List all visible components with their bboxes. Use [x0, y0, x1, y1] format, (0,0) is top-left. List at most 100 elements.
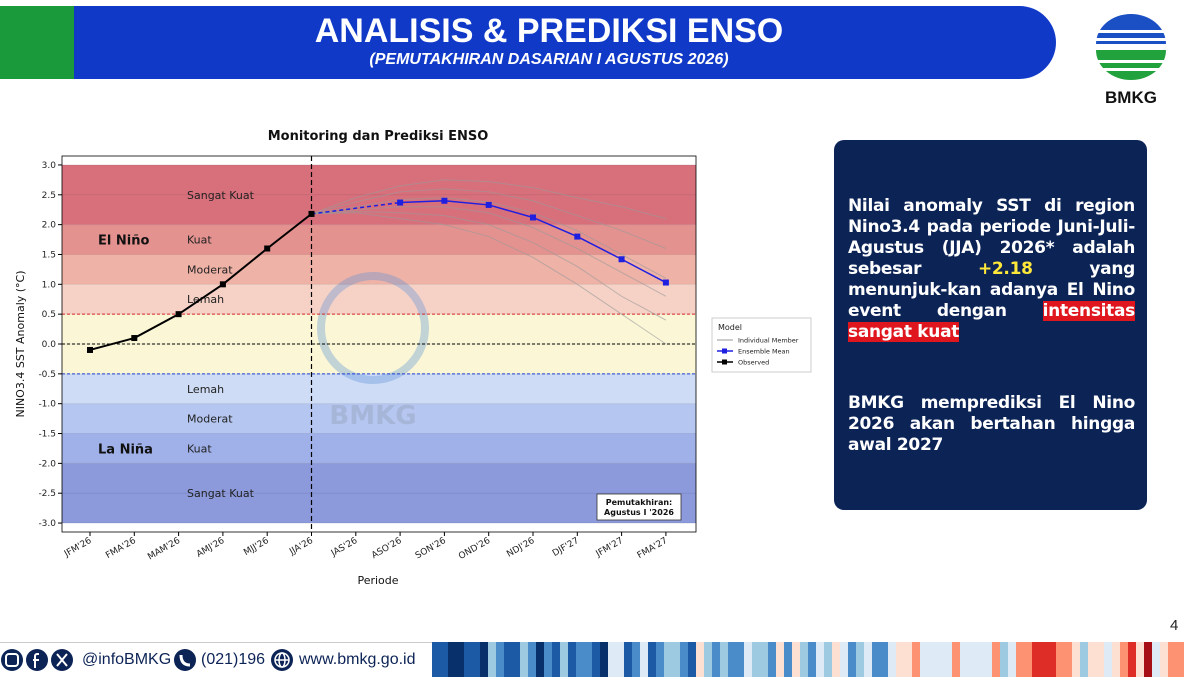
header-bar	[74, 6, 1056, 79]
stripe	[440, 642, 448, 677]
intensity-band	[62, 373, 696, 404]
stripe	[568, 642, 576, 677]
stripe	[696, 642, 704, 677]
stripe	[1144, 642, 1152, 677]
intensity-band	[62, 224, 696, 255]
stripe	[728, 642, 736, 677]
y-tick-label: 1.0	[42, 280, 57, 290]
stripe	[1088, 642, 1096, 677]
y-tick-label: -3.0	[38, 519, 56, 529]
series-line	[89, 213, 313, 351]
y-tick-label: 3.0	[42, 161, 57, 171]
series-marker	[131, 335, 138, 342]
stripe	[544, 642, 552, 677]
annotation-text: Pemutakhiran:	[606, 498, 673, 507]
stripe	[640, 642, 648, 677]
logo-mark	[1096, 14, 1166, 80]
stripe	[504, 642, 512, 677]
y-tick-label: 2.5	[42, 191, 56, 201]
warming-stripes	[432, 642, 1184, 677]
stripe	[664, 642, 672, 677]
legend-label: Ensemble Mean	[738, 348, 790, 356]
x-tick-label: JFM'26	[62, 536, 94, 560]
footer-website: www.bmkg.go.id	[299, 651, 416, 668]
stripe	[1176, 642, 1184, 677]
x-tick-label: DJF'27	[551, 536, 581, 559]
panel-text: BMKG memprediksi El Nino 2026 akan berta…	[848, 393, 1135, 455]
series-marker	[264, 245, 271, 252]
series-marker	[574, 233, 581, 240]
series-marker	[618, 256, 625, 263]
stripe	[792, 642, 800, 677]
panel-paragraph: Nilai anomaly SST di region Nino3.4 pada…	[848, 196, 1135, 343]
member-line	[311, 206, 667, 297]
chart: Sangat KuatKuatModeratLemahLemahModeratK…	[14, 129, 812, 587]
stripe	[592, 642, 600, 677]
stripe	[536, 642, 544, 677]
stripe	[856, 642, 864, 677]
x-tick-label: FMA'27	[636, 536, 670, 561]
stripe	[1000, 642, 1008, 677]
x-tick-label: NDJ'26	[505, 536, 536, 560]
stripe	[1048, 642, 1056, 677]
stripe	[872, 642, 880, 677]
x-tick-label: OND'26	[457, 536, 492, 562]
watermark: BMKG	[317, 272, 429, 431]
band-label: Sangat Kuat	[187, 189, 255, 202]
annotation-text: Agustus I '2026	[604, 508, 674, 517]
stripe	[1120, 642, 1128, 677]
legend-marker	[722, 359, 727, 365]
globe-icon	[271, 649, 293, 671]
stripe	[656, 642, 664, 677]
stripe	[744, 642, 752, 677]
x-tick-label: MAM'26	[146, 536, 182, 563]
stripe	[888, 642, 896, 677]
band-label: Moderat	[187, 263, 233, 276]
member-line	[311, 212, 667, 345]
stripe	[712, 642, 720, 677]
stripe	[904, 642, 912, 677]
member-line	[311, 211, 667, 321]
stripe	[944, 642, 952, 677]
watermark-logo	[317, 272, 429, 384]
intensity-band	[62, 254, 696, 285]
stripe	[472, 642, 480, 677]
stripe	[936, 642, 944, 677]
header-subtitle: (PEMUTAKHIRAN DASARIAN I AGUSTUS 2026)	[369, 51, 729, 68]
stripe	[688, 642, 696, 677]
panel-text: Nilai anomaly SST di region Nino3.4 pada…	[848, 196, 1135, 279]
y-tick-label: -1.0	[38, 400, 56, 410]
legend-box	[711, 317, 812, 373]
phone-icon	[174, 649, 196, 671]
stripe	[864, 642, 872, 677]
stripe	[1072, 642, 1080, 677]
y-tick-label: -2.0	[38, 459, 56, 469]
social-icons	[1, 649, 73, 671]
y-tick-label: 0.5	[42, 310, 56, 320]
x-tick-label: AMJ'26	[195, 536, 227, 560]
stripe	[672, 642, 680, 677]
stripe	[496, 642, 504, 677]
header-title: ANALISIS & PREDIKSI ENSO	[314, 12, 784, 50]
band-label: Moderat	[187, 413, 233, 426]
x-tick-label: JJA'26	[287, 536, 315, 558]
logo-text: BMKG	[1105, 88, 1157, 107]
intensity-band	[62, 284, 696, 315]
series-marker	[308, 210, 315, 217]
x-tick-label: JAS'26	[329, 536, 360, 559]
stripe	[952, 642, 960, 677]
stripe	[1160, 642, 1168, 677]
band-label: Sangat Kuat	[187, 487, 255, 500]
y-tick-label: 2.0	[42, 221, 57, 231]
band-label: Lemah	[187, 383, 224, 396]
y-axis-label: NINO3.4 SST Anomaly (°C)	[14, 270, 27, 417]
header-accent	[0, 6, 76, 79]
series-marker	[530, 214, 536, 221]
stripe	[816, 642, 824, 677]
legend-label: Observed	[738, 359, 769, 367]
panel-text: +2.18	[977, 259, 1033, 279]
x-tick-label: SON'26	[414, 536, 448, 562]
stripe	[488, 642, 496, 677]
stripe	[896, 642, 904, 677]
y-tick-label: 0.0	[42, 340, 57, 350]
